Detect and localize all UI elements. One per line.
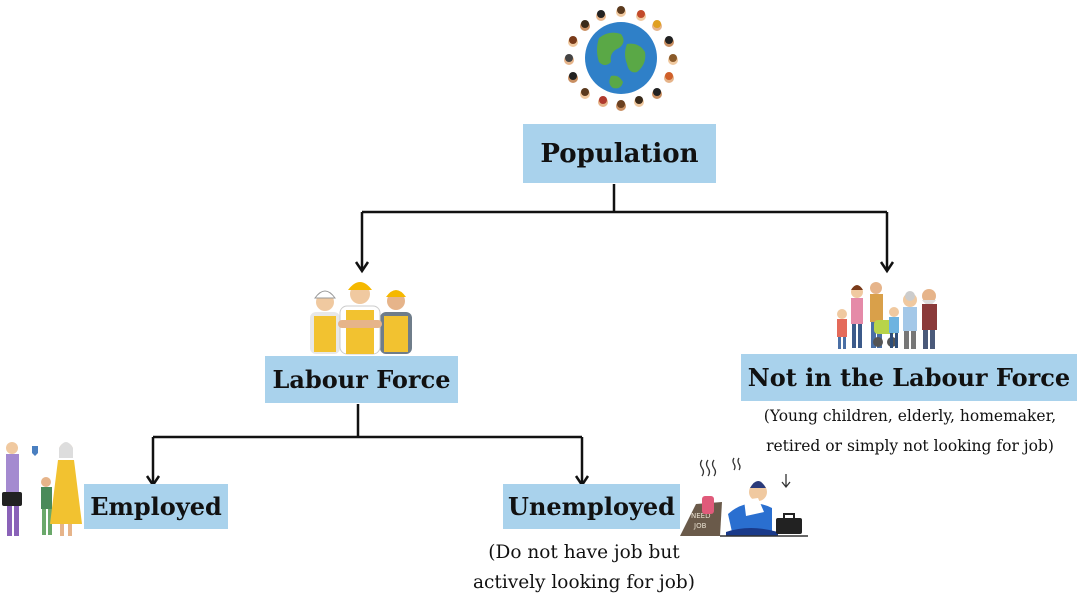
jobless-person-icon: NEED JOB	[680, 457, 808, 537]
working-people-icon	[2, 442, 82, 536]
arrowhead-labour	[354, 261, 370, 274]
note-line: actively looking for job)	[473, 572, 695, 593]
not-in-labour-force-node: Not in the Labour Force	[741, 354, 1077, 401]
arrowhead-not-labour	[879, 261, 895, 274]
construction-workers-icon	[310, 282, 412, 355]
employed-node: Employed	[84, 484, 228, 529]
sign-text-line1: NEED	[691, 512, 710, 520]
note-line: retired or simply not looking for job)	[766, 437, 1054, 455]
sign-text-line2: JOB	[693, 522, 707, 530]
note-line: (Young children, elderly, homemaker,	[763, 407, 1057, 425]
labour-force-node: Labour Force	[265, 356, 458, 403]
not-in-labour-force-note: (Young children, elderly, homemaker, ret…	[740, 401, 1080, 461]
family-generations-icon	[837, 282, 937, 349]
population-node: Population	[523, 124, 716, 183]
unemployed-node: Unemployed	[503, 484, 680, 529]
unemployed-note: (Do not have job but actively looking fo…	[448, 538, 720, 598]
globe-with-people-icon	[564, 6, 678, 111]
note-line: (Do not have job but	[488, 542, 680, 563]
